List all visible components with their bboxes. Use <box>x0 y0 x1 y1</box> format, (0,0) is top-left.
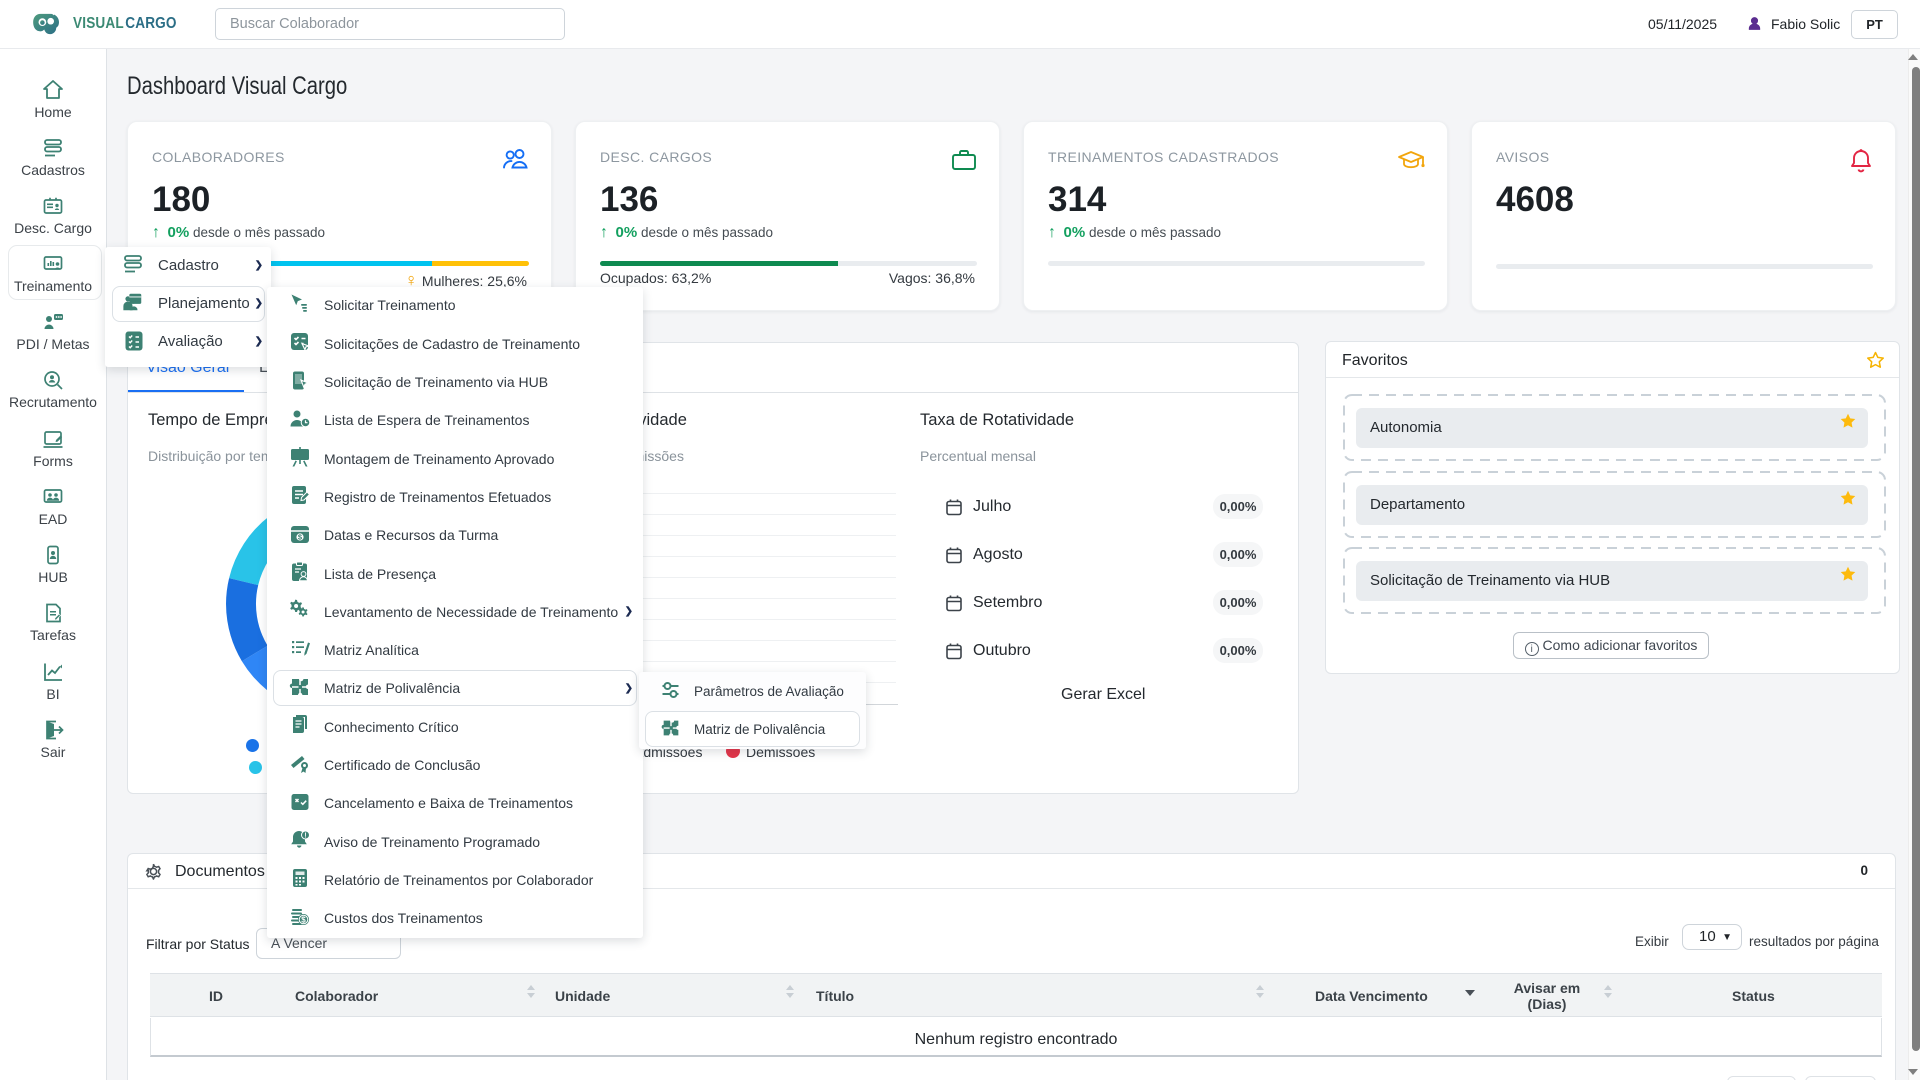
svg-text:!: ! <box>304 833 306 840</box>
svg-text:$: $ <box>298 532 303 541</box>
svg-text:$: $ <box>301 915 306 924</box>
